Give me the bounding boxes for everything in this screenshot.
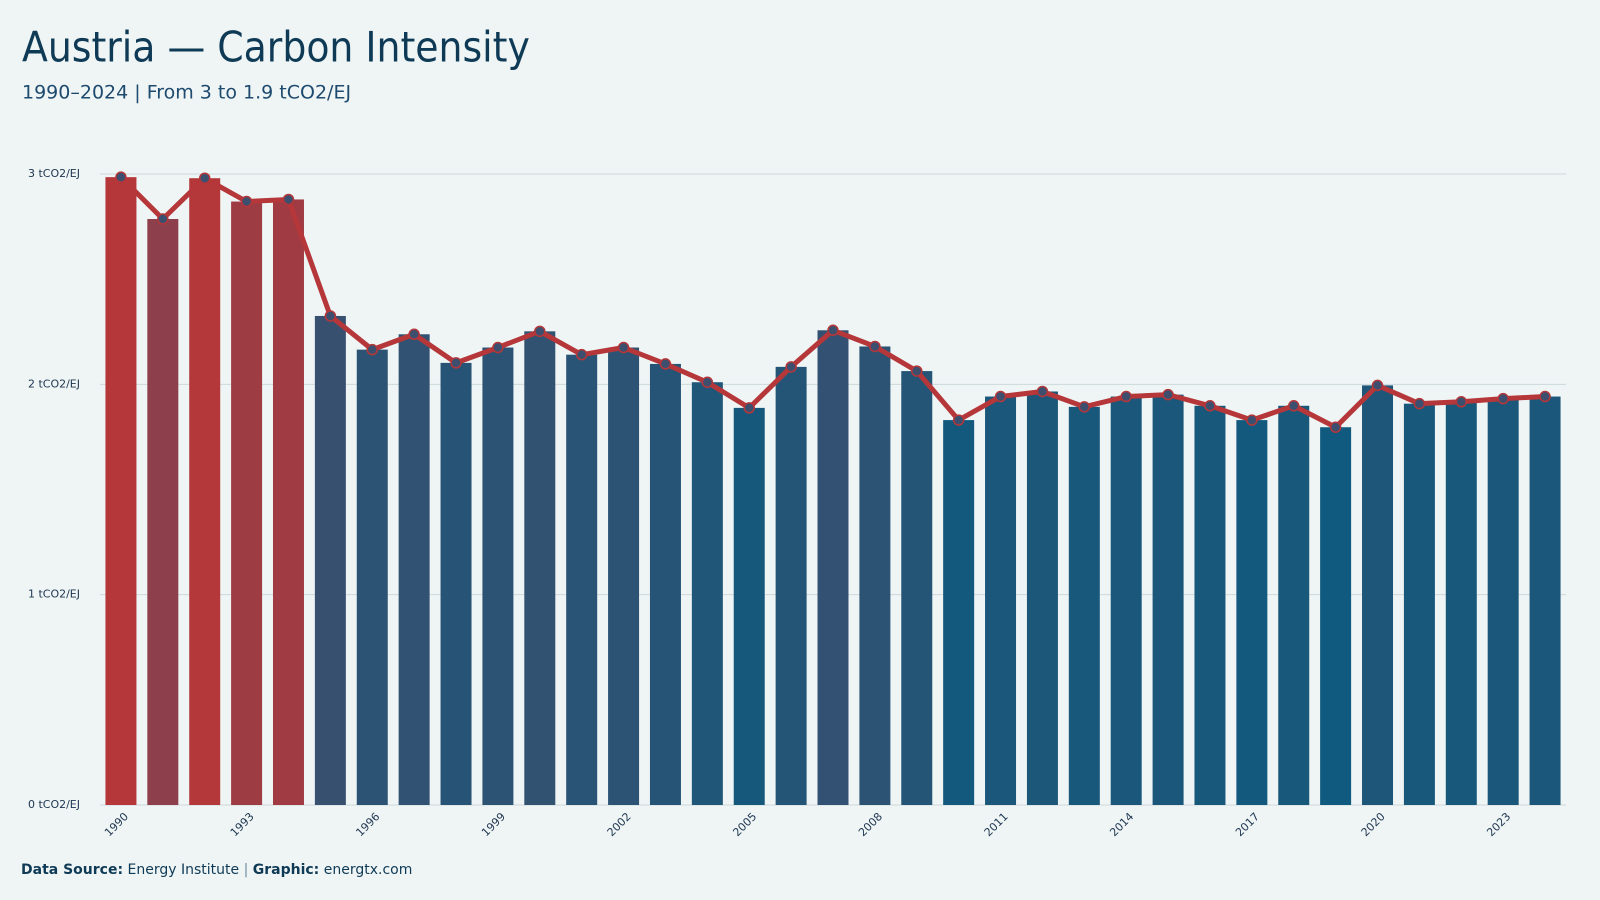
marker: [1413, 397, 1426, 410]
bar: [859, 346, 891, 805]
bar: [1362, 385, 1394, 805]
marker: [1329, 421, 1342, 433]
marker: [115, 171, 127, 183]
bar: [566, 354, 598, 805]
marker: [952, 414, 965, 426]
bar: [482, 347, 514, 805]
y-tick-label: 3 tCO2/EJ: [28, 167, 80, 180]
marker: [1036, 385, 1049, 398]
bar: [1026, 391, 1058, 805]
bar: [524, 331, 556, 805]
marker: [869, 340, 881, 353]
marker: [534, 325, 546, 338]
bar: [817, 330, 849, 805]
bar: [608, 347, 640, 805]
marker: [1162, 388, 1174, 401]
bar: [691, 382, 723, 805]
marker: [785, 361, 797, 373]
marker: [1539, 390, 1551, 403]
bar: [1236, 420, 1268, 805]
marker: [701, 376, 714, 388]
marker: [994, 390, 1007, 403]
marker: [1120, 390, 1132, 403]
y-tick-label: 0 tCO2/EJ: [28, 798, 80, 811]
graphic-label: Graphic:: [253, 862, 320, 878]
marker: [198, 172, 211, 184]
bar: [1194, 405, 1226, 805]
marker: [911, 365, 923, 377]
bar: [314, 315, 346, 805]
bar: [649, 363, 681, 805]
bar: [440, 362, 472, 805]
bar: [272, 199, 304, 806]
marker: [1287, 400, 1300, 412]
bar: [105, 177, 137, 805]
marker: [1371, 379, 1384, 392]
graphic: energtx.com: [324, 862, 413, 878]
bar: [1152, 394, 1184, 805]
marker: [1455, 396, 1468, 408]
footer: Data Source: Energy Institute | Graphic:…: [21, 862, 412, 878]
bar: [1445, 401, 1477, 805]
marker: [659, 358, 672, 370]
bar: [356, 349, 388, 805]
bar: [1403, 403, 1435, 805]
bar: [1278, 405, 1310, 805]
bar: [1110, 396, 1142, 805]
bar: [398, 334, 430, 805]
marker: [492, 341, 504, 354]
bar: [231, 201, 263, 806]
bar: [985, 396, 1017, 805]
marker: [1497, 392, 1509, 405]
marker: [157, 213, 169, 225]
source: Energy Institute: [128, 862, 240, 878]
source-label: Data Source:: [21, 862, 123, 878]
chart-subtitle: 1990–2024 | From 3 to 1.9 tCO2/EJ: [22, 82, 351, 104]
marker: [282, 193, 295, 206]
bar: [189, 178, 221, 805]
chart-title: Austria — Carbon Intensity: [22, 23, 530, 72]
bar: [1068, 406, 1100, 805]
y-tick-label: 1 tCO2/EJ: [28, 588, 80, 601]
marker: [743, 402, 755, 414]
bar: [1320, 427, 1352, 805]
bar: [1529, 396, 1561, 805]
marker: [450, 357, 462, 369]
marker: [366, 343, 379, 356]
marker: [1078, 401, 1091, 413]
bar: [733, 407, 765, 805]
marker: [827, 324, 839, 337]
marker: [1246, 414, 1258, 426]
marker: [1204, 400, 1216, 412]
marker: [240, 195, 253, 208]
marker: [324, 310, 337, 322]
marker: [575, 348, 588, 361]
bar: [1487, 398, 1519, 805]
bar: [775, 366, 807, 805]
separator: |: [244, 862, 249, 878]
marker: [408, 328, 420, 341]
bar: [147, 219, 179, 805]
y-tick-label: 2 tCO2/EJ: [28, 377, 80, 390]
marker: [617, 341, 630, 354]
bar: [901, 371, 933, 805]
bar: [943, 420, 975, 805]
